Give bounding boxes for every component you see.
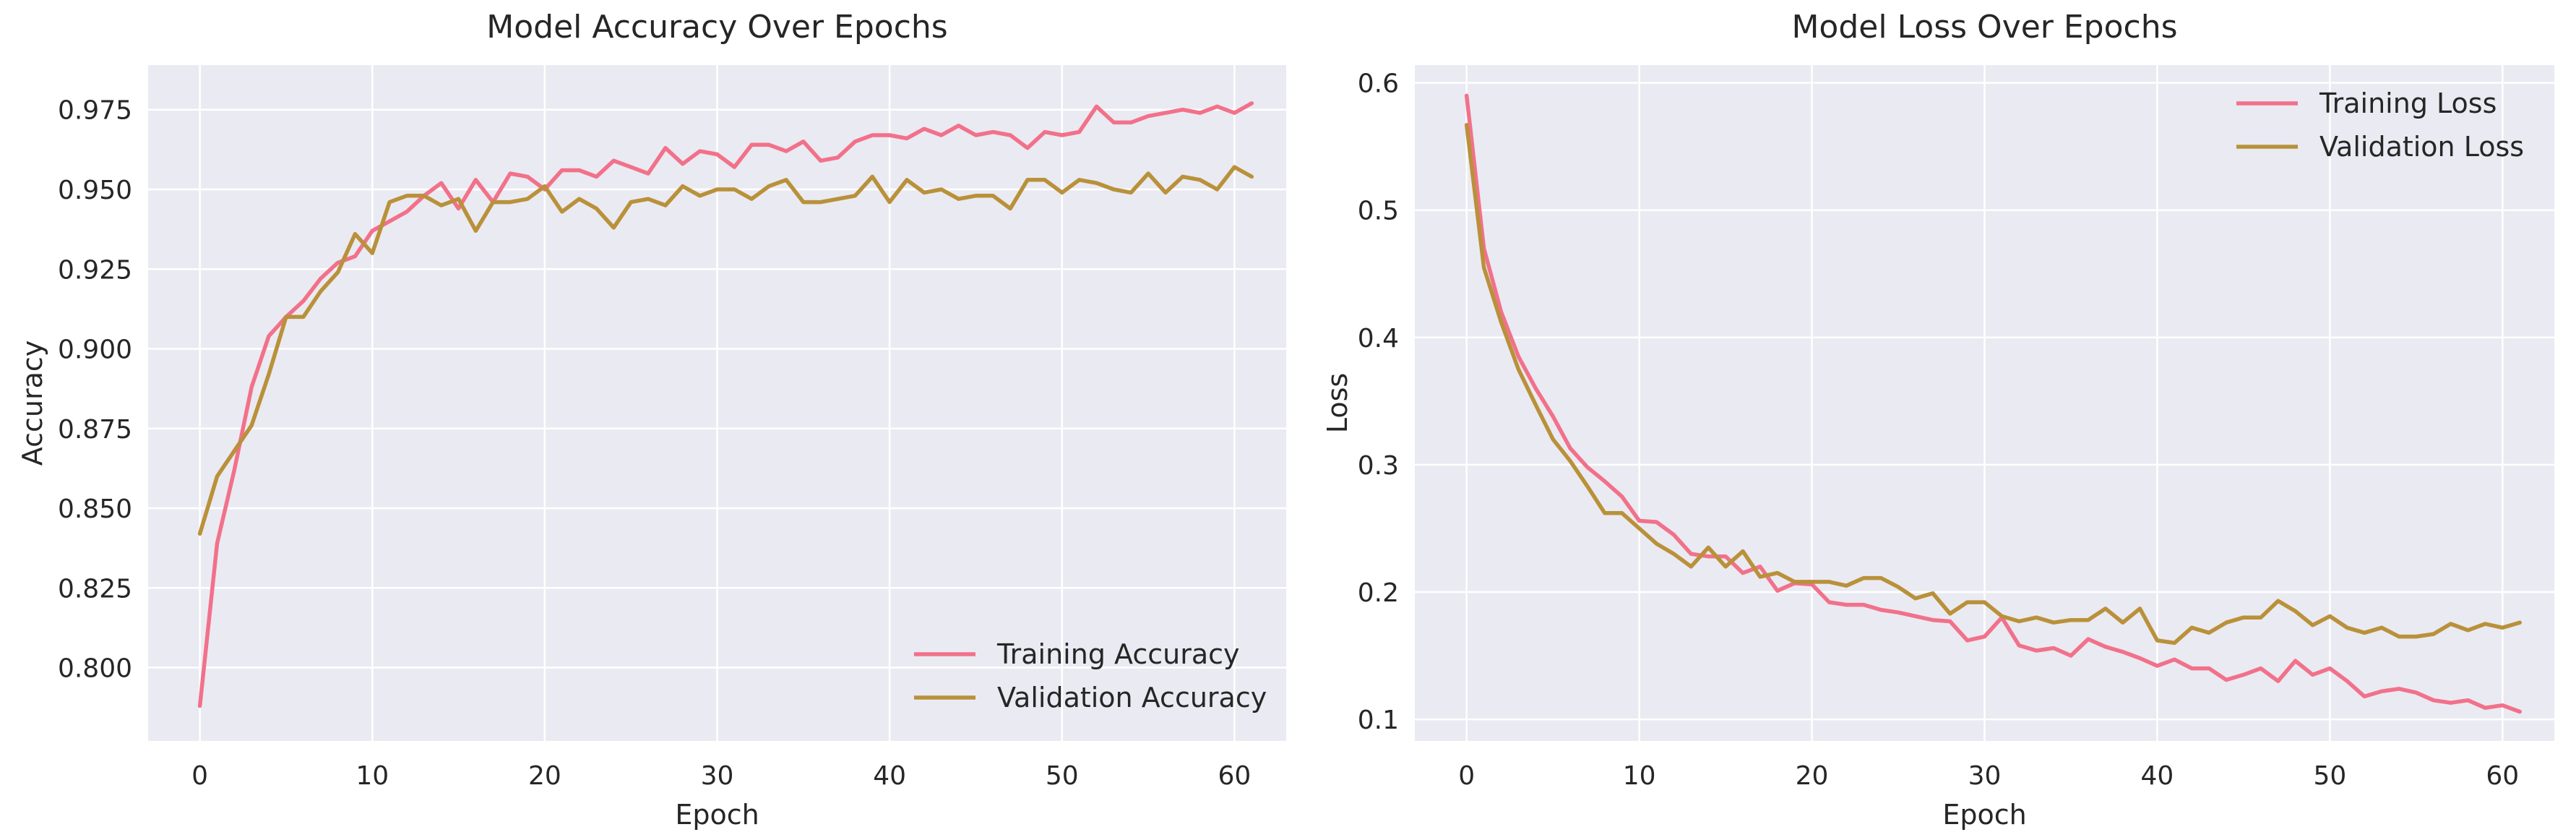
y-tick-label: 0.2 — [1358, 578, 1399, 608]
x-tick-label: 50 — [2313, 761, 2346, 791]
legend: Training Loss Validation Loss — [2236, 87, 2524, 163]
accuracy-chart: Model Accuracy Over Epochs 0 10 20 30 40 50 60 0… — [17, 9, 1286, 831]
y-tick-label: 0.1 — [1358, 706, 1399, 735]
chart-title: Model Loss Over Epochs — [1791, 9, 2177, 46]
x-tick-label: 60 — [2486, 761, 2519, 791]
y-tick-label: 0.4 — [1358, 324, 1399, 353]
y-tick-label: 0.6 — [1358, 69, 1399, 99]
x-tick-label: 30 — [1968, 761, 2002, 791]
series-line-training-accuracy — [197, 101, 1254, 708]
y-tick-label: 0.5 — [1358, 197, 1399, 226]
y-axis-label: Accuracy — [17, 340, 48, 466]
x-tick-label: 0 — [191, 761, 208, 791]
series-line-validation-loss — [1464, 123, 2522, 646]
x-tick-label: 50 — [1046, 761, 1079, 791]
y-tick-label: 0.975 — [58, 96, 132, 126]
chart-title: Model Accuracy Over Epochs — [486, 9, 947, 46]
x-tick-label: 40 — [2141, 761, 2174, 791]
y-tick-label: 0.900 — [58, 335, 132, 365]
y-tick-label: 0.850 — [58, 494, 132, 524]
legend-label: Validation Loss — [2319, 131, 2524, 163]
x-axis-label: Epoch — [1942, 799, 2026, 831]
loss-chart: Model Loss Over Epochs 0 10 20 30 40 50 60 0.1 0.… — [1322, 9, 2554, 831]
series-line-validation-accuracy — [197, 165, 1254, 536]
series-line-training-loss — [1464, 93, 2522, 714]
x-tick-label: 60 — [1218, 761, 1252, 791]
y-tick-label: 0.3 — [1358, 451, 1399, 481]
x-tick-label: 30 — [701, 761, 734, 791]
x-tick-label: 40 — [873, 761, 906, 791]
x-tick-label: 10 — [356, 761, 389, 791]
x-tick-label: 0 — [1458, 761, 1475, 791]
y-tick-label: 0.950 — [58, 176, 132, 205]
x-tick-label: 20 — [1796, 761, 1829, 791]
legend-label: Validation Accuracy — [997, 682, 1267, 713]
legend: Training Accuracy Validation Accuracy — [914, 638, 1267, 713]
legend-label: Training Accuracy — [996, 638, 1240, 670]
y-tick-label: 0.825 — [58, 574, 132, 604]
x-axis-label: Epoch — [675, 799, 759, 831]
x-tick-label: 10 — [1623, 761, 1656, 791]
y-tick-label: 0.800 — [58, 654, 132, 684]
legend-label: Training Loss — [2319, 87, 2497, 119]
x-tick-label: 20 — [528, 761, 561, 791]
y-tick-label: 0.875 — [58, 415, 132, 445]
y-tick-label: 0.925 — [58, 255, 132, 285]
y-axis-label: Loss — [1322, 373, 1353, 433]
